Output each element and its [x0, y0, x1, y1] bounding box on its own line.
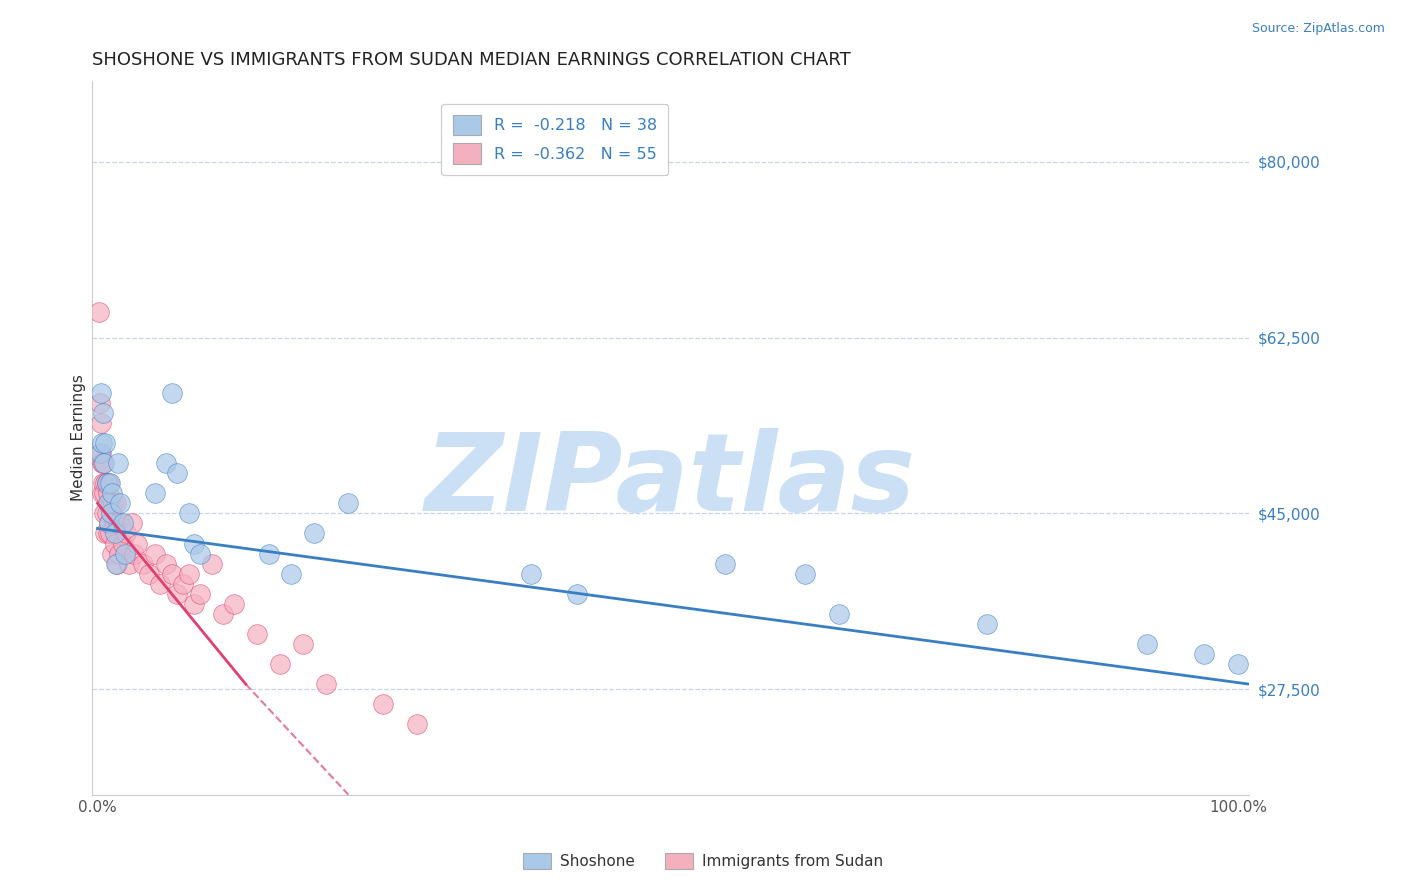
- Point: [224, 597, 246, 611]
- Point: [91, 476, 114, 491]
- Point: [97, 496, 120, 510]
- Point: [315, 677, 337, 691]
- Point: [91, 436, 114, 450]
- Point: [111, 536, 134, 550]
- Point: [96, 507, 118, 521]
- Point: [89, 396, 111, 410]
- Point: [105, 557, 128, 571]
- Point: [91, 406, 114, 420]
- Point: [104, 496, 127, 510]
- Point: [200, 557, 222, 571]
- Text: SHOSHONE VS IMMIGRANTS FROM SUDAN MEDIAN EARNINGS CORRELATION CHART: SHOSHONE VS IMMIGRANTS FROM SUDAN MEDIAN…: [91, 51, 851, 69]
- Point: [97, 486, 120, 500]
- Point: [101, 486, 124, 500]
- Point: [565, 587, 588, 601]
- Point: [104, 516, 127, 531]
- Point: [101, 547, 124, 561]
- Point: [337, 496, 360, 510]
- Point: [89, 446, 111, 460]
- Point: [110, 516, 132, 531]
- Point: [115, 526, 138, 541]
- Point: [110, 496, 132, 510]
- Point: [172, 576, 194, 591]
- Point: [90, 385, 112, 400]
- Legend: Shoshone, Immigrants from Sudan: Shoshone, Immigrants from Sudan: [517, 847, 889, 875]
- Legend: R =  -0.218   N = 38, R =  -0.362   N = 55: R = -0.218 N = 38, R = -0.362 N = 55: [441, 103, 668, 175]
- Point: [1192, 647, 1215, 661]
- Point: [714, 557, 737, 571]
- Point: [405, 717, 427, 731]
- Point: [108, 547, 131, 561]
- Point: [155, 557, 177, 571]
- Point: [93, 486, 115, 500]
- Point: [97, 516, 120, 531]
- Point: [93, 456, 115, 470]
- Point: [160, 566, 183, 581]
- Point: [166, 466, 188, 480]
- Point: [371, 698, 394, 712]
- Point: [90, 446, 112, 460]
- Point: [166, 587, 188, 601]
- Point: [91, 486, 114, 500]
- Point: [104, 526, 127, 541]
- Text: ZIPatlas: ZIPatlas: [425, 428, 917, 533]
- Point: [212, 607, 235, 621]
- Point: [122, 547, 145, 561]
- Point: [183, 536, 205, 550]
- Text: Source: ZipAtlas.com: Source: ZipAtlas.com: [1251, 22, 1385, 36]
- Point: [143, 486, 166, 500]
- Point: [155, 456, 177, 470]
- Point: [107, 456, 129, 470]
- Point: [100, 507, 122, 521]
- Point: [98, 476, 121, 491]
- Point: [1136, 637, 1159, 651]
- Point: [114, 547, 136, 561]
- Y-axis label: Median Earnings: Median Earnings: [72, 375, 86, 501]
- Point: [111, 516, 134, 531]
- Point: [94, 436, 117, 450]
- Point: [87, 305, 110, 319]
- Point: [97, 526, 120, 541]
- Point: [93, 507, 115, 521]
- Point: [127, 536, 149, 550]
- Point: [177, 507, 200, 521]
- Point: [97, 516, 120, 531]
- Point: [90, 416, 112, 430]
- Point: [280, 566, 302, 581]
- Point: [96, 476, 118, 491]
- Point: [97, 476, 120, 491]
- Point: [269, 657, 291, 671]
- Point: [257, 547, 280, 561]
- Point: [828, 607, 851, 621]
- Point: [793, 566, 815, 581]
- Point: [103, 496, 125, 510]
- Point: [188, 587, 211, 601]
- Point: [183, 597, 205, 611]
- Point: [160, 385, 183, 400]
- Point: [100, 496, 122, 510]
- Point: [143, 547, 166, 561]
- Point: [246, 627, 269, 641]
- Point: [132, 557, 155, 571]
- Point: [976, 616, 998, 631]
- Point: [96, 476, 118, 491]
- Point: [121, 516, 143, 531]
- Point: [104, 557, 127, 571]
- Point: [91, 456, 114, 470]
- Point: [149, 576, 172, 591]
- Point: [138, 566, 160, 581]
- Point: [302, 526, 325, 541]
- Point: [291, 637, 314, 651]
- Point: [98, 526, 121, 541]
- Point: [94, 526, 117, 541]
- Point: [520, 566, 543, 581]
- Point: [91, 456, 114, 470]
- Point: [94, 476, 117, 491]
- Point: [104, 536, 127, 550]
- Point: [1227, 657, 1250, 671]
- Point: [107, 516, 129, 531]
- Point: [118, 557, 141, 571]
- Point: [188, 547, 211, 561]
- Point: [177, 566, 200, 581]
